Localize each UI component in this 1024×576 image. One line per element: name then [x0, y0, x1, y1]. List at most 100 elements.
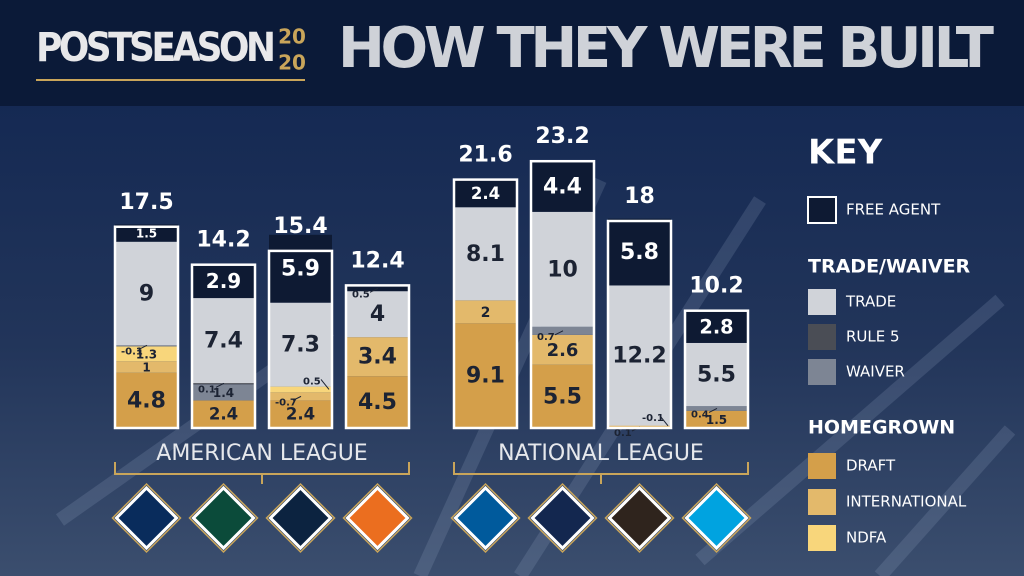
legend-swatch — [808, 359, 836, 385]
bar-segment — [454, 323, 517, 428]
header-band — [0, 0, 1024, 106]
logo-year: 20 — [278, 25, 306, 49]
value-label: 5.9 — [281, 257, 320, 282]
legend-swatch — [808, 324, 836, 350]
value-label: 5.5 — [697, 363, 736, 388]
bar-outline — [606, 219, 673, 430]
value-label: 1 — [142, 361, 150, 375]
bar-outline — [452, 178, 519, 430]
bar-segment — [346, 376, 409, 428]
value-label: 0.5 — [303, 376, 321, 387]
value-label: 8.1 — [466, 242, 505, 267]
value-label: 1.4 — [213, 386, 234, 400]
team-logo — [268, 485, 333, 551]
bar-segment — [269, 302, 332, 387]
legend-label: DRAFT — [846, 457, 896, 475]
value-label: 2.6 — [547, 340, 579, 361]
legend-label: INTERNATIONAL — [846, 493, 967, 511]
value-label: 0.7 — [537, 332, 555, 343]
value-label: 7.3 — [281, 333, 320, 358]
team-logo-border — [265, 482, 336, 554]
logo-year: 20 — [278, 51, 306, 75]
value-label: 9.1 — [466, 364, 505, 389]
bar-segment — [454, 300, 517, 324]
bar-segment — [115, 372, 178, 428]
leader-line — [292, 395, 302, 401]
bar-segment — [346, 337, 409, 377]
bar-segment — [115, 224, 178, 242]
team-logo-border — [188, 482, 259, 554]
value-label: 4.8 — [127, 388, 166, 413]
value-label: 5.8 — [620, 240, 659, 265]
logo-text: POSTSEASON — [36, 25, 276, 71]
bar-segment — [192, 400, 255, 428]
legend-label: FREE AGENT — [846, 201, 941, 219]
team-logo — [345, 485, 410, 551]
team-logo-border — [681, 482, 752, 554]
bar-segment — [346, 291, 409, 338]
team-logo — [607, 485, 672, 551]
legend-header: TRADE/WAIVER — [808, 256, 971, 278]
value-label: 0.1 — [614, 428, 632, 439]
value-label: 2.4 — [286, 405, 315, 424]
value-label: 2.8 — [699, 315, 733, 338]
leader-line — [554, 330, 564, 336]
bar-segment — [531, 334, 594, 365]
league-bracket — [114, 462, 410, 484]
bar-segment — [531, 161, 594, 212]
bar-outline — [113, 225, 180, 430]
value-label: 4 — [370, 302, 385, 327]
leader-line — [659, 415, 669, 427]
team-logo-border — [342, 482, 413, 554]
bar-segment — [685, 410, 748, 428]
team-logo — [191, 485, 256, 551]
team-logo-border — [450, 482, 521, 554]
value-label: 12.2 — [612, 344, 666, 369]
bar-segment — [531, 211, 594, 327]
bar-segment — [269, 234, 332, 303]
total-label: 10.2 — [689, 274, 743, 299]
value-label: 7.4 — [204, 329, 243, 354]
value-label: 1.5 — [136, 227, 157, 241]
team-logo — [453, 485, 518, 551]
value-label: 2.4 — [209, 405, 238, 424]
legend-header: HOMEGROWN — [808, 417, 955, 439]
leader-line — [708, 408, 718, 413]
value-label: 4.4 — [543, 175, 582, 200]
bar-segment — [685, 310, 748, 343]
bar-segment — [269, 400, 332, 428]
legend-swatch — [808, 289, 836, 315]
bar-segment — [608, 218, 671, 286]
legend-label: RULE 5 — [846, 328, 900, 346]
total-label: 23.2 — [535, 124, 589, 149]
value-label: 9 — [139, 281, 154, 306]
value-label: 2.4 — [471, 184, 500, 203]
legend-label: NDFA — [846, 529, 887, 547]
value-label: 0.1 — [198, 384, 216, 395]
bar-segment — [454, 207, 517, 301]
bar-segment — [192, 384, 255, 401]
key-title: KEY — [808, 133, 883, 173]
bar-outline — [267, 249, 334, 430]
legend-swatch — [808, 453, 836, 479]
bar-segment — [454, 179, 517, 208]
legend-swatch — [807, 196, 837, 224]
legend-swatch — [808, 525, 836, 551]
value-label: -0.1 — [121, 346, 143, 357]
legend-label: TRADE — [845, 293, 896, 311]
title: HOW THEY WERE BUILT — [338, 16, 994, 81]
team-logo — [114, 485, 179, 551]
bar-segment — [531, 364, 594, 428]
total-label: 14.2 — [196, 228, 250, 253]
league-label: AMERICAN LEAGUE — [156, 441, 367, 466]
team-logo-border — [527, 482, 598, 554]
bar-outline — [190, 263, 257, 430]
team-logo-border — [111, 482, 182, 554]
value-label: -0.1 — [642, 413, 664, 424]
total-label: 12.4 — [350, 248, 404, 273]
bar-segment — [269, 386, 332, 393]
league-bracket — [453, 462, 749, 484]
total-label: 21.6 — [458, 143, 512, 168]
legend-label: WAIVER — [846, 363, 905, 381]
